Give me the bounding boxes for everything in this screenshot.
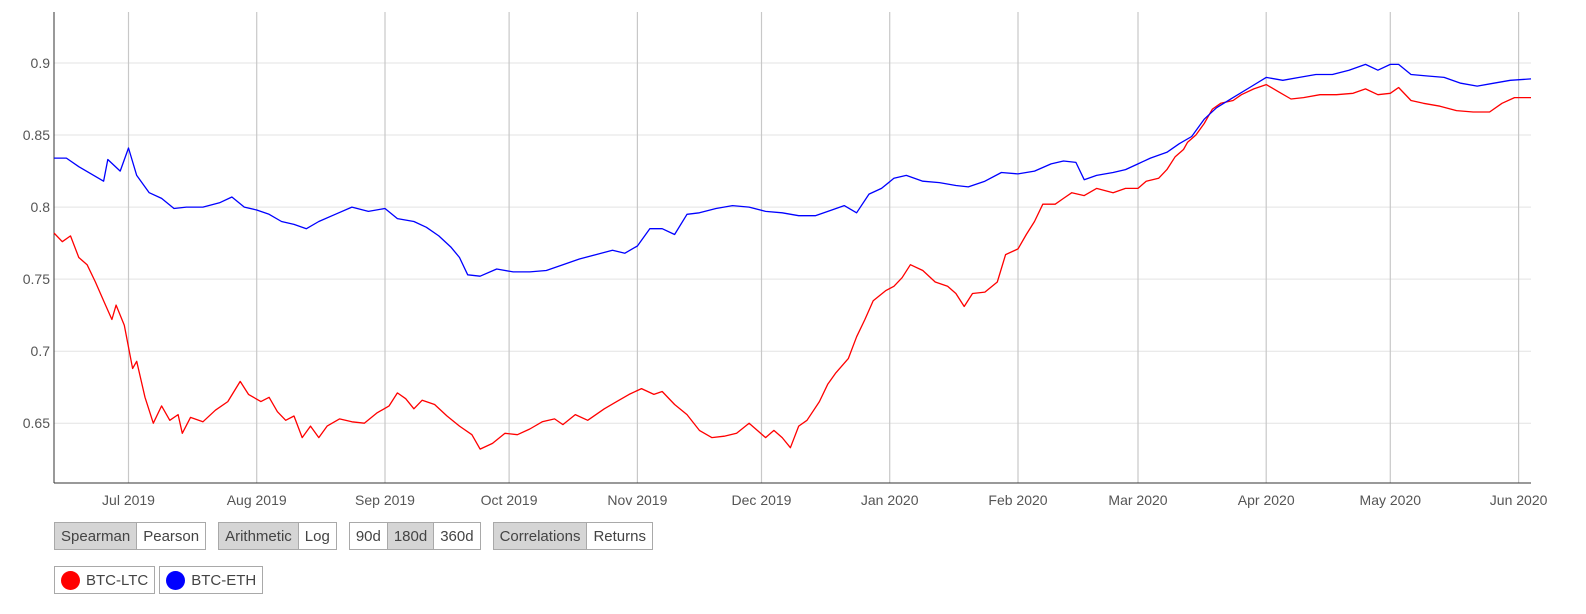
returns-button[interactable]: Returns <box>586 522 653 550</box>
window-90d-button[interactable]: 90d <box>348 522 388 550</box>
x-tick-label: Dec 2019 <box>732 492 792 508</box>
x-tick-label: Mar 2020 <box>1108 492 1167 508</box>
scale-toggle: Arithmetic Log <box>218 522 337 550</box>
x-gridlines <box>127 12 1520 483</box>
x-tick-label: May 2020 <box>1360 492 1422 508</box>
y-tick-label: 0.9 <box>31 55 51 71</box>
x-tick-label: Nov 2019 <box>607 492 667 508</box>
series-lines <box>53 63 1532 450</box>
y-tick-label: 0.7 <box>31 343 51 359</box>
x-tick-label: Apr 2020 <box>1238 492 1295 508</box>
x-tick-label: Sep 2019 <box>355 492 415 508</box>
y-tick-label: 0.8 <box>31 199 51 215</box>
y-gridlines <box>54 62 1531 424</box>
window-toggle: 90d 180d 360d <box>348 522 481 550</box>
window-360d-button[interactable]: 360d <box>433 522 481 550</box>
x-tick-label: Jan 2020 <box>861 492 919 508</box>
legend-item-btc-eth[interactable]: BTC-ETH <box>159 566 264 594</box>
legend-swatch-btc-ltc <box>61 570 80 590</box>
y-tick-labels: 0.65 0.7 0.75 0.8 0.85 0.9 <box>23 55 50 431</box>
legend: BTC-LTC BTC-ETH <box>54 566 264 594</box>
legend-item-btc-ltc[interactable]: BTC-LTC <box>54 566 156 594</box>
window-180d-button[interactable]: 180d <box>386 522 435 550</box>
log-button[interactable]: Log <box>297 522 337 550</box>
arithmetic-button[interactable]: Arithmetic <box>218 522 299 550</box>
spearman-button[interactable]: Spearman <box>54 522 138 550</box>
legend-label-btc-eth: BTC-ETH <box>191 571 257 589</box>
chart-axes <box>53 12 1531 484</box>
y-tick-label: 0.65 <box>23 415 50 431</box>
x-tick-label: Jul 2019 <box>102 492 155 508</box>
x-tick-labels: Jul 2019 Aug 2019 Sep 2019 Oct 2019 Nov 2019… <box>102 492 1548 508</box>
pearson-button[interactable]: Pearson <box>136 522 207 550</box>
correlations-button[interactable]: Correlations <box>492 522 588 550</box>
y-tick-label: 0.85 <box>23 127 50 143</box>
x-tick-label: Aug 2019 <box>227 492 287 508</box>
series-line-btc-eth <box>54 63 1532 277</box>
method-toggle: Spearman Pearson <box>54 522 207 550</box>
x-tick-label: Oct 2019 <box>481 492 538 508</box>
y-tick-label: 0.75 <box>23 271 50 287</box>
x-tick-label: Feb 2020 <box>988 492 1047 508</box>
series-line-btc-ltc <box>53 83 1531 450</box>
view-toggle: Correlations Returns <box>492 522 653 550</box>
legend-label-btc-ltc: BTC-LTC <box>86 571 149 589</box>
legend-swatch-btc-eth <box>166 570 186 590</box>
x-tick-label: Jun 2020 <box>1490 492 1548 508</box>
chart-controls: Spearman Pearson Arithmetic Log 90d 180d… <box>54 522 653 550</box>
